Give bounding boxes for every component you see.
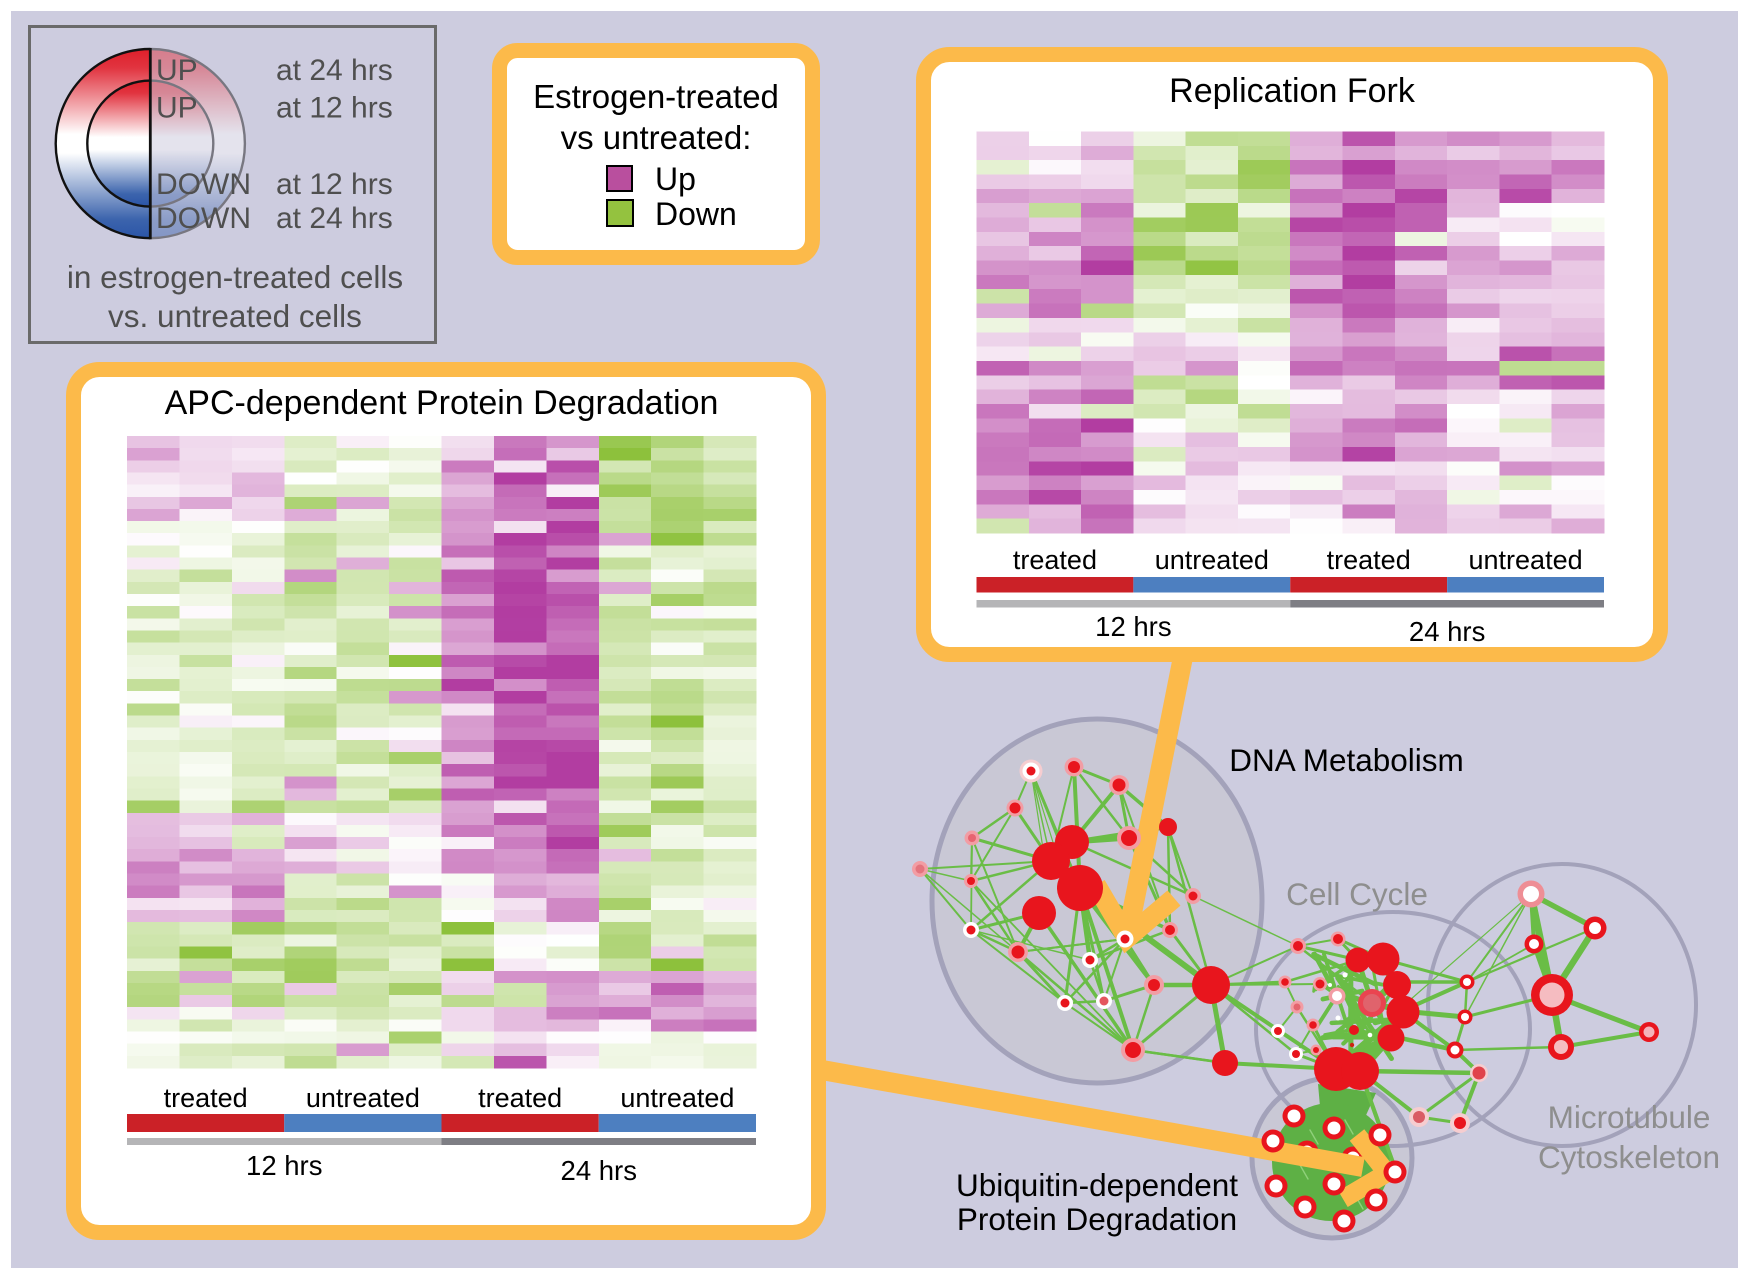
svg-text:Protein Degradation: Protein Degradation: [957, 1201, 1237, 1237]
svg-text:at 12 hrs: at 12 hrs: [276, 168, 393, 201]
svg-text:APC-dependent Protein Degradat: APC-dependent Protein Degradation: [165, 384, 719, 422]
svg-text:untreated: untreated: [306, 1083, 420, 1113]
svg-text:DOWN: DOWN: [156, 202, 251, 235]
svg-text:treated: treated: [1327, 545, 1411, 575]
svg-text:untreated: untreated: [620, 1083, 734, 1113]
svg-text:untreated: untreated: [1469, 545, 1583, 575]
svg-text:vs. untreated cells: vs. untreated cells: [108, 298, 362, 334]
svg-text:treated: treated: [478, 1083, 562, 1113]
svg-text:12 hrs: 12 hrs: [1095, 611, 1171, 642]
svg-text:Down: Down: [655, 196, 737, 232]
svg-text:12 hrs: 12 hrs: [246, 1150, 322, 1181]
svg-text:UP: UP: [156, 54, 198, 87]
svg-text:Cytoskeleton: Cytoskeleton: [1538, 1139, 1720, 1175]
svg-text:24 hrs: 24 hrs: [561, 1155, 637, 1186]
svg-text:Microtubule: Microtubule: [1548, 1099, 1711, 1135]
svg-text:at 24 hrs: at 24 hrs: [276, 54, 393, 87]
svg-text:vs untreated:: vs untreated:: [561, 119, 752, 156]
svg-text:treated: treated: [1013, 545, 1097, 575]
svg-text:Up: Up: [655, 161, 696, 197]
svg-text:Cell Cycle: Cell Cycle: [1286, 876, 1428, 912]
svg-text:at 24 hrs: at 24 hrs: [276, 202, 393, 235]
svg-text:treated: treated: [164, 1083, 248, 1113]
svg-text:untreated: untreated: [1155, 545, 1269, 575]
svg-text:Replication Fork: Replication Fork: [1169, 72, 1416, 110]
svg-text:Ubiquitin-dependent: Ubiquitin-dependent: [956, 1167, 1238, 1203]
svg-text:Estrogen-treated: Estrogen-treated: [533, 78, 779, 115]
svg-text:UP: UP: [156, 92, 198, 125]
svg-text:at 12 hrs: at 12 hrs: [276, 92, 393, 125]
svg-text:DNA Metabolism: DNA Metabolism: [1229, 742, 1464, 778]
svg-text:DOWN: DOWN: [156, 168, 251, 201]
svg-text:24 hrs: 24 hrs: [1409, 616, 1485, 647]
svg-text:in estrogen-treated cells: in estrogen-treated cells: [67, 259, 403, 295]
